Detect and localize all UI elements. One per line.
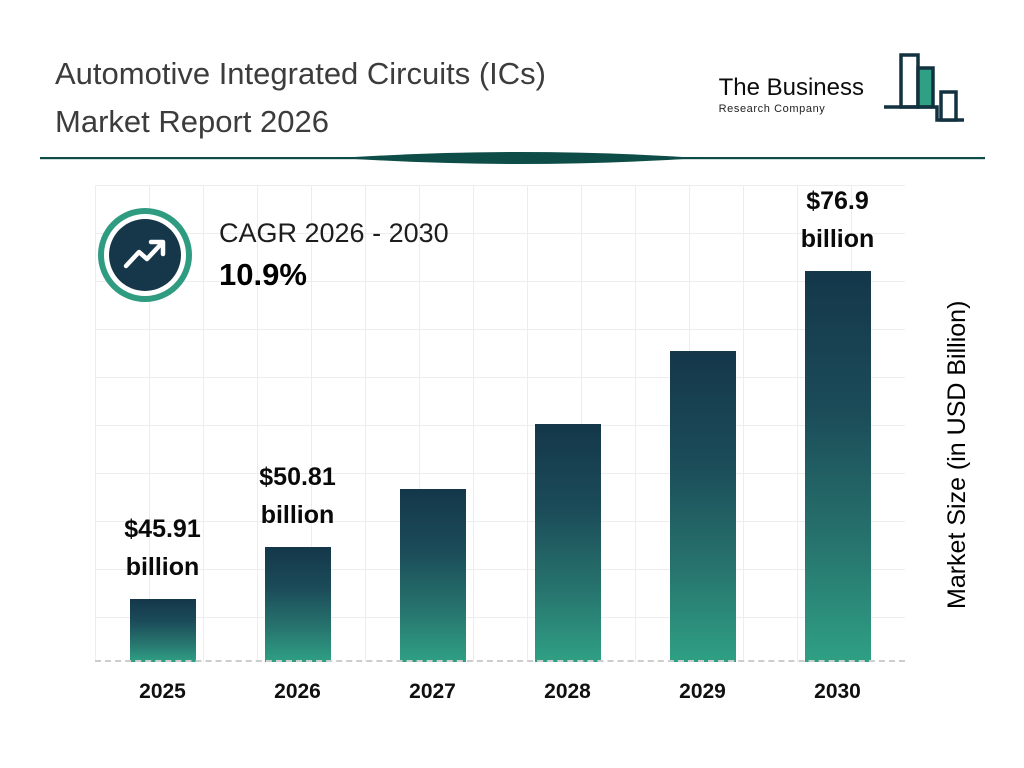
cagr-value: 10.9% (219, 256, 307, 292)
x-tick-label-2027: 2027 (409, 680, 456, 703)
cagr-label: CAGR 2026 - 2030 (219, 217, 449, 248)
cagr-badge: CAGR 2026 - 2030 10.9% (95, 205, 449, 305)
x-tick-label-2028: 2028 (544, 680, 591, 703)
bar-2030 (804, 271, 871, 662)
bar-group-2027: 2027 (365, 185, 500, 703)
bar-2025 (129, 599, 196, 662)
bar-group-2029: 2029 (635, 185, 770, 703)
bar-2029 (669, 351, 736, 662)
bar-2027 (399, 489, 466, 662)
y-axis-title: Market Size (in USD Billion) (943, 300, 971, 610)
trend-up-icon (98, 208, 192, 302)
chart-plot-area: $45.91 billion 2025 $50.81 billion 2026 2027 20… (95, 185, 905, 704)
company-name: The Business (718, 74, 864, 101)
bar-group-2026: $50.81 billion 2026 (230, 185, 365, 704)
bar-value-label-2026: $50.81 billion (259, 462, 336, 530)
x-tick-label-2029: 2029 (679, 680, 726, 703)
logo-bars-icon (884, 53, 964, 122)
x-tick-label-2026: 2026 (274, 680, 321, 703)
bar-series: $45.91 billion 2025 $50.81 billion 2026 2027 20… (95, 185, 905, 704)
company-subname: Research Company (718, 103, 826, 115)
page-title-line2: Market Report 2026 (55, 104, 329, 140)
bar-value-label-2030: $76.9 billion (800, 186, 875, 254)
company-logo-text: The Business Research Company (719, 74, 864, 115)
header-divider (40, 152, 985, 164)
bar-2028 (534, 424, 601, 662)
bar-value-label-2025: $45.91 billion (124, 514, 201, 582)
page-title: Automotive Integrated Circuits (ICs) Mar… (55, 50, 546, 146)
company-logo: The Business Research Company (719, 52, 966, 136)
x-tick-label-2030: 2030 (814, 680, 861, 703)
page-title-line1: Automotive Integrated Circuits (ICs) (55, 56, 547, 91)
bar-group-2025: $45.91 billion 2025 (95, 185, 230, 704)
bar-group-2030: $76.9 billion 2030 (770, 185, 905, 704)
bar-2026 (264, 547, 331, 662)
bar-group-2028: 2028 (500, 185, 635, 703)
x-tick-label-2025: 2025 (139, 680, 186, 703)
cagr-text: CAGR 2026 - 2030 10.9% (219, 218, 449, 293)
